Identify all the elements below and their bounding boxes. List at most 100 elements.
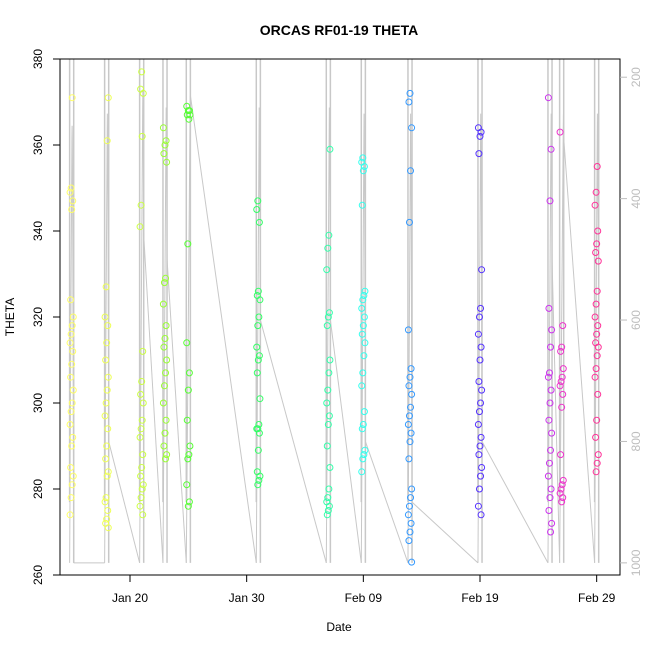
data-point — [323, 442, 331, 450]
data-point — [405, 537, 413, 545]
y-axis-label: THETA — [3, 298, 17, 336]
data-point — [136, 502, 144, 510]
data-point — [163, 356, 171, 364]
data-point — [138, 378, 146, 385]
data-point — [325, 485, 333, 493]
data-point — [324, 494, 332, 502]
y-tick-label: 360 — [31, 135, 45, 155]
data-point — [138, 464, 146, 471]
data-point — [137, 425, 145, 433]
data-point — [137, 472, 145, 480]
data-point — [139, 399, 147, 407]
data-point — [559, 365, 567, 373]
x-tick-label: Feb 29 — [578, 591, 616, 605]
data-point — [546, 197, 554, 205]
data-point — [136, 433, 144, 441]
data-point — [556, 489, 564, 497]
data-point — [183, 416, 191, 424]
data-point — [160, 382, 168, 390]
data-point — [324, 507, 332, 514]
data-point — [161, 335, 169, 342]
data-point — [68, 206, 76, 213]
data-point — [407, 494, 415, 502]
data-point — [474, 124, 482, 132]
data-point — [477, 304, 485, 312]
x-tick-label: Feb 19 — [461, 591, 499, 605]
data-point — [557, 347, 565, 355]
data-point — [545, 507, 553, 514]
data-point — [474, 330, 482, 338]
data-point — [255, 352, 263, 360]
data-point — [474, 502, 482, 510]
data-point — [325, 412, 333, 420]
data-point — [545, 304, 553, 312]
data-point — [404, 511, 412, 519]
data-point — [325, 309, 333, 317]
y2-tick-label: 800 — [629, 431, 643, 451]
data-point — [558, 481, 566, 489]
data-point — [359, 369, 367, 377]
data-point — [594, 257, 602, 265]
data-point — [476, 356, 484, 364]
data-point — [556, 128, 564, 136]
data-point — [593, 352, 601, 360]
data-point — [137, 494, 145, 502]
data-point — [547, 343, 555, 351]
y-tick-label: 320 — [31, 307, 45, 327]
data-point — [360, 313, 368, 321]
data-point — [559, 390, 567, 398]
data-point — [547, 145, 555, 153]
pressure-connector — [189, 95, 257, 563]
data-point — [139, 511, 147, 519]
data-point — [104, 322, 112, 330]
data-point — [558, 373, 566, 381]
data-point — [404, 421, 412, 428]
data-point — [476, 442, 484, 450]
data-point — [544, 373, 552, 381]
y2-tick-label: 400 — [629, 188, 643, 208]
data-point — [477, 343, 485, 351]
data-points — [66, 68, 602, 566]
y-axis: 260 280 300 320 340 360 380 — [31, 49, 60, 585]
data-point — [68, 442, 76, 450]
data-point — [68, 322, 76, 330]
data-point — [592, 188, 600, 196]
data-point — [163, 158, 171, 166]
data-point — [324, 313, 332, 321]
data-point — [138, 416, 146, 424]
data-point — [358, 330, 366, 338]
x-axis: Jan 20 Jan 30 Feb 09 Feb 19 Feb 29 — [112, 575, 616, 605]
data-point — [139, 451, 147, 459]
data-point — [256, 395, 264, 403]
data-point — [102, 356, 110, 364]
data-point — [405, 455, 413, 463]
data-point — [407, 403, 415, 411]
data-point — [558, 403, 566, 411]
data-point — [593, 459, 601, 467]
data-point — [67, 373, 75, 381]
data-point — [184, 240, 192, 248]
data-point — [545, 459, 553, 467]
data-point — [185, 369, 193, 377]
data-point — [475, 378, 483, 385]
x-tick-label: Feb 09 — [345, 591, 383, 605]
data-point — [547, 446, 555, 454]
data-point — [478, 464, 486, 471]
data-point — [406, 373, 414, 381]
data-point — [103, 442, 111, 450]
data-point — [474, 421, 482, 428]
data-point — [103, 386, 111, 394]
data-point — [323, 399, 331, 407]
data-point — [407, 429, 415, 437]
data-point — [359, 455, 367, 463]
data-point — [475, 408, 483, 416]
data-point — [594, 322, 602, 330]
data-point — [101, 313, 109, 321]
data-point — [545, 416, 553, 424]
data-point — [101, 412, 109, 420]
data-point — [255, 421, 263, 428]
data-point — [594, 227, 602, 235]
data-point — [253, 468, 261, 476]
data-point — [592, 365, 600, 373]
